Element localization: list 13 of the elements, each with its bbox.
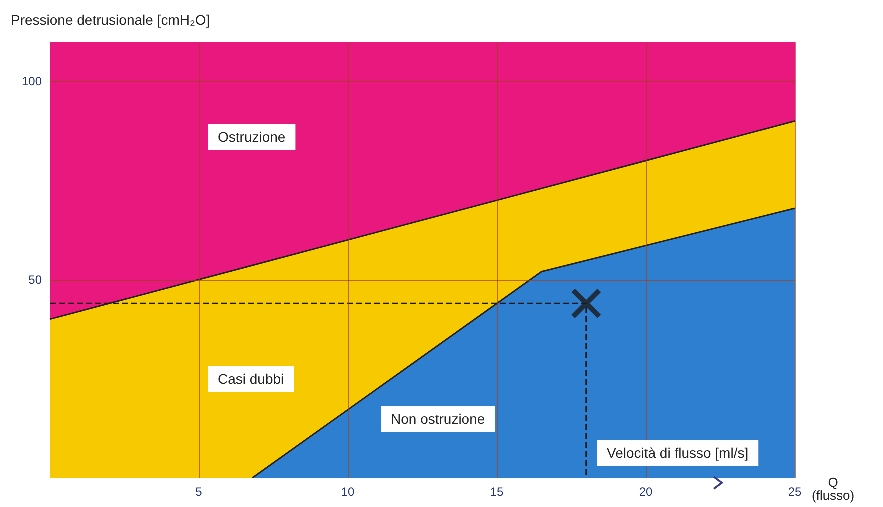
x-tick-label: 15	[490, 485, 504, 499]
annotation: Non ostruzione	[391, 411, 486, 427]
x-tick-label: 25	[788, 485, 802, 499]
x-tick-label: 5	[196, 485, 203, 499]
x-axis-title: Q (flusso)	[812, 475, 855, 503]
y-tick-label: 100	[22, 74, 42, 89]
annotation: Casi dubbi	[218, 371, 284, 387]
x-tick-label: 10	[341, 485, 355, 499]
annotation: Ostruzione	[218, 129, 286, 145]
y-axis-title: Pressione detrusionale [cmH₂O]	[11, 12, 210, 28]
annotation: Velocità di flusso [ml/s]	[607, 445, 749, 461]
x-tick-label: 20	[639, 485, 653, 499]
y-tick-label: 50	[28, 272, 42, 287]
